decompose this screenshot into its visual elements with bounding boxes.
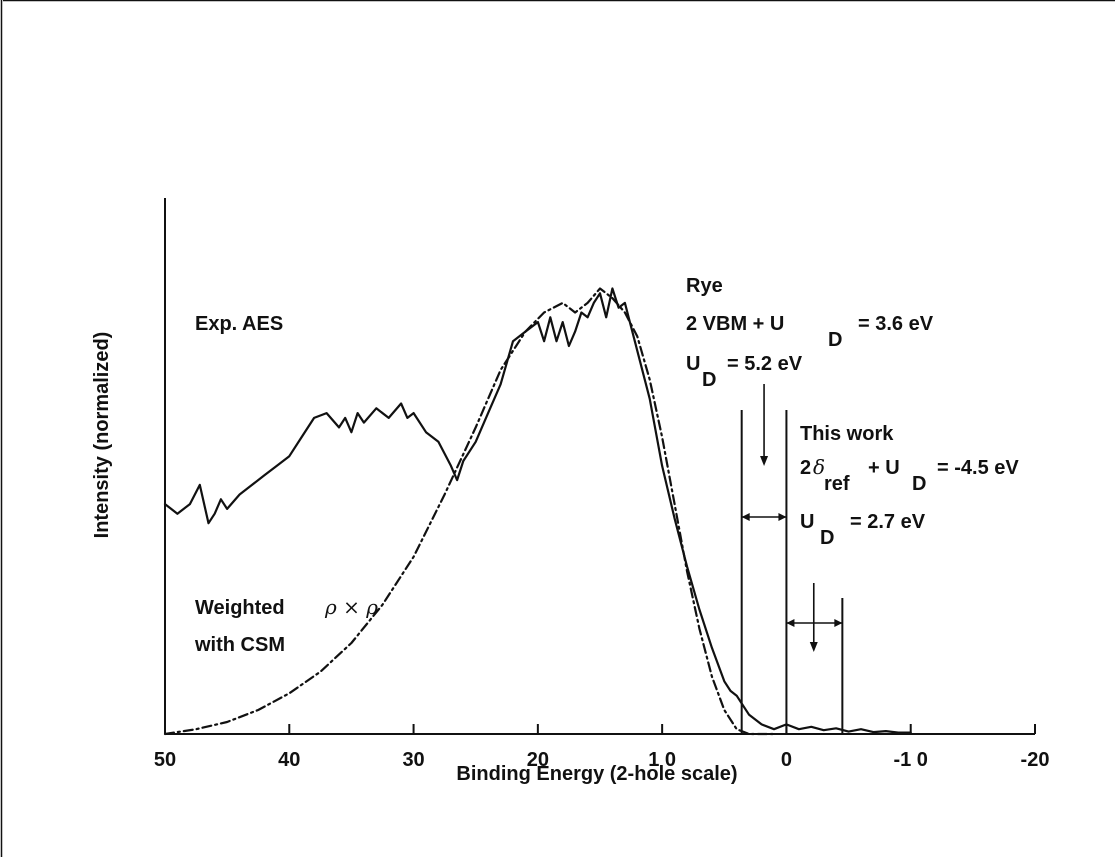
x-tick-label: 0	[781, 749, 792, 771]
rye-down-arrow-head	[760, 456, 769, 466]
with-csm-label: with CSM	[194, 634, 285, 656]
x-tick-label: 50	[154, 749, 176, 771]
this-work-gap-arrow-head-right	[834, 619, 843, 627]
weighted-label: Weighted	[195, 597, 285, 619]
series-group	[163, 287, 912, 736]
x-tick-label: -20	[1021, 749, 1050, 771]
exp-aes-curve	[163, 287, 912, 734]
y-axis-title: Intensity (normalized)	[91, 332, 113, 539]
tw-eq-sub: ref	[824, 473, 850, 495]
rye-ud-main: U	[686, 353, 700, 375]
rye-ud-sub: D	[702, 369, 716, 391]
this-work-down-arrow-head	[809, 642, 818, 652]
rye-gap-arrow-head-left	[741, 513, 750, 521]
tw-ud-value: = 2.7 eV	[850, 511, 926, 533]
rye-gap-arrow-head-right	[778, 513, 787, 521]
this-work-title: This work	[800, 423, 894, 445]
rye-eq-sub: D	[828, 329, 842, 351]
x-tick-label: -1 0	[893, 749, 927, 771]
rho-product-label: ρ × ρ	[324, 595, 378, 619]
tw-eq-plus: + U	[868, 457, 900, 479]
tw-eq-sub2: D	[912, 473, 926, 495]
rye-title: Rye	[686, 275, 723, 297]
tw-ud-main: U	[800, 511, 814, 533]
x-axis-title: Binding Energy (2-hole scale)	[456, 763, 737, 785]
rye-down-arrow	[760, 384, 769, 466]
tw-eq-delta: δ	[813, 455, 825, 479]
this-work-down-arrow	[809, 583, 818, 652]
weighted-csm-curve	[163, 287, 776, 736]
rye-eq-value: = 3.6 eV	[858, 313, 934, 335]
x-tick-label: 20	[527, 749, 549, 771]
marker-group	[740, 384, 844, 734]
rye-ud-value: = 5.2 eV	[727, 353, 803, 375]
tw-ud-sub: D	[820, 527, 834, 549]
x-tick-label: 30	[402, 749, 424, 771]
rye-gap-arrow	[741, 513, 787, 521]
exp-aes-label: Exp. AES	[195, 313, 283, 335]
rye-eq-main: 2 VBM + U	[686, 313, 784, 335]
x-tick-label: 1 0	[648, 749, 676, 771]
x-tick-labels: 50 40 30 20 1 0 0 -1 0 -20	[154, 749, 1050, 771]
x-tick-label: 40	[278, 749, 300, 771]
tw-eq-value: = -4.5 eV	[937, 457, 1019, 479]
tw-eq-prefix: 2	[800, 457, 811, 479]
this-work-gap-arrow-head-left	[786, 619, 795, 627]
